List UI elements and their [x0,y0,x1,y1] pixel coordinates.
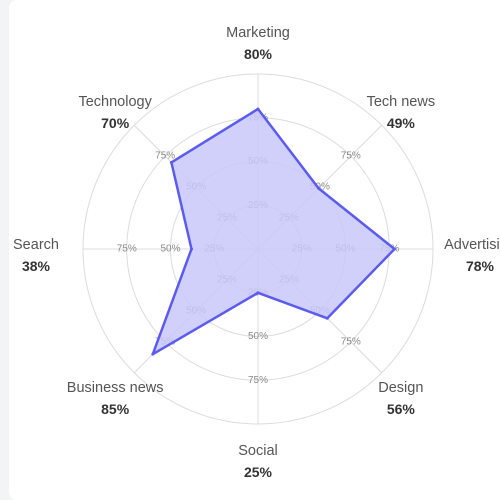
axis-value-label: 49% [387,115,416,131]
tick-label: 75% [117,244,137,255]
axis-label: Business news [67,380,164,396]
series-point [190,247,193,251]
axis-value-label: 56% [387,401,416,417]
tick-label: 50% [160,244,180,255]
axis-label: Tech news [367,94,436,110]
axis-value-label: 85% [101,401,130,417]
tick-label: 75% [248,375,268,386]
axis-value-label: 80% [244,46,273,62]
axis-value-label: 38% [22,258,51,274]
radar-axis-labels: Marketing 80% Tech news 49% Advertising 78% De… [13,25,500,480]
axis-label: Technology [78,94,152,110]
series-point [325,316,329,320]
tick-label: 75% [155,151,175,162]
series-area [151,107,396,356]
axis-label: Search [13,237,59,253]
series-point [151,352,155,356]
series-point [317,186,321,190]
axis-value-label: 25% [244,464,273,480]
tick-label: 75% [341,151,361,162]
series-point [256,291,260,295]
series-point [393,247,396,251]
axis-label: Advertising [444,237,500,253]
series-point [256,107,260,111]
axis-label: Marketing [226,25,290,41]
tick-label: 50% [310,182,330,193]
axis-value-label: 78% [466,258,495,274]
series-point [169,160,173,164]
axis-label: Design [378,380,423,396]
axis-value-label: 70% [101,115,130,131]
tick-label: 50% [248,331,268,342]
tick-label: 75% [341,336,361,347]
axis-label: Social [238,443,278,459]
radar-series [151,107,396,356]
